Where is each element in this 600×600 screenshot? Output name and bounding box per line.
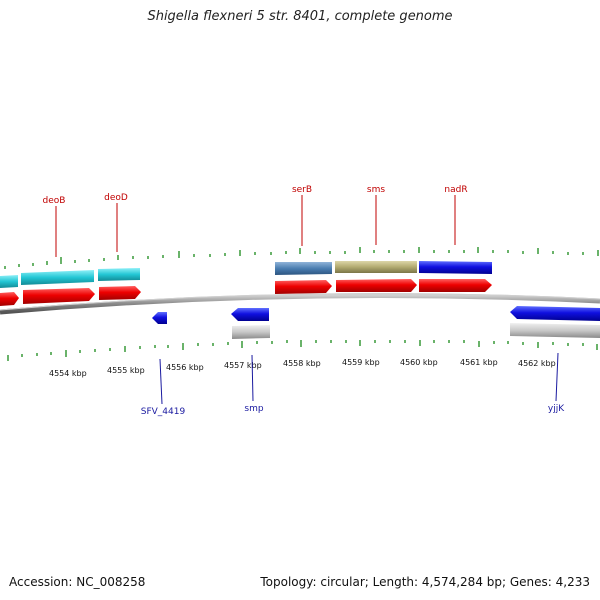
gray-feature — [510, 323, 600, 338]
scale-tick-row — [7, 340, 598, 361]
cyan-feature — [0, 275, 18, 288]
outer-tick-row — [4, 247, 599, 269]
gene-label-deob: deoB — [43, 196, 66, 206]
gene-label-smp: smp — [244, 404, 263, 414]
gene-label-deod: deoD — [104, 193, 128, 203]
scale-label: 4557 kbp — [224, 361, 262, 370]
gene-label-sms: sms — [367, 185, 385, 195]
forward-gene — [419, 279, 492, 292]
top-gene-labels: deoB deoD serB sms nadR — [43, 185, 468, 257]
bottom-gene-labels: SFV_4419 smp yjjK — [141, 352, 565, 417]
blue-feature — [419, 261, 492, 274]
gene-label-serb: serB — [292, 185, 312, 195]
feature-track-bottom — [232, 323, 600, 339]
scale-label: 4554 kbp — [49, 369, 87, 378]
topology-text: Topology: circular; Length: 4,574,284 bp… — [260, 575, 590, 589]
reverse-gene — [510, 306, 600, 321]
forward-gene — [275, 280, 332, 294]
genome-backbone — [0, 293, 600, 315]
gene-label-sfv-4419: SFV_4419 — [141, 407, 186, 417]
gene-label-nadr: nadR — [444, 185, 467, 195]
scale-label: 4562 kbp — [518, 359, 556, 368]
scale-label: 4555 kbp — [107, 366, 145, 375]
scale-label: 4558 kbp — [283, 359, 321, 368]
steelblue-feature — [275, 262, 332, 275]
genome-title: Shigella flexneri 5 str. 8401, complete … — [147, 9, 453, 24]
scale-label: 4560 kbp — [400, 358, 438, 367]
accession-text: Accession: NC_008258 — [9, 575, 146, 589]
scale-labels: 4554 kbp 4555 kbp 4556 kbp 4557 kbp 4558… — [49, 358, 556, 378]
khaki-feature — [335, 261, 417, 273]
forward-gene — [23, 288, 95, 304]
scale-label: 4559 kbp — [342, 358, 380, 367]
forward-gene — [0, 292, 19, 306]
feature-track-top — [0, 261, 492, 288]
forward-gene — [99, 286, 141, 300]
cyan-feature — [98, 268, 140, 281]
gray-feature — [232, 325, 270, 339]
scale-label: 4556 kbp — [166, 363, 204, 372]
reverse-gene — [231, 308, 269, 321]
reverse-gene — [152, 312, 167, 324]
gene-label-yjjk: yjjK — [548, 404, 565, 414]
cyan-feature — [21, 270, 94, 285]
forward-gene-track — [0, 279, 492, 306]
reverse-gene-track — [152, 306, 600, 324]
forward-gene — [336, 279, 417, 292]
scale-label: 4561 kbp — [460, 358, 498, 367]
